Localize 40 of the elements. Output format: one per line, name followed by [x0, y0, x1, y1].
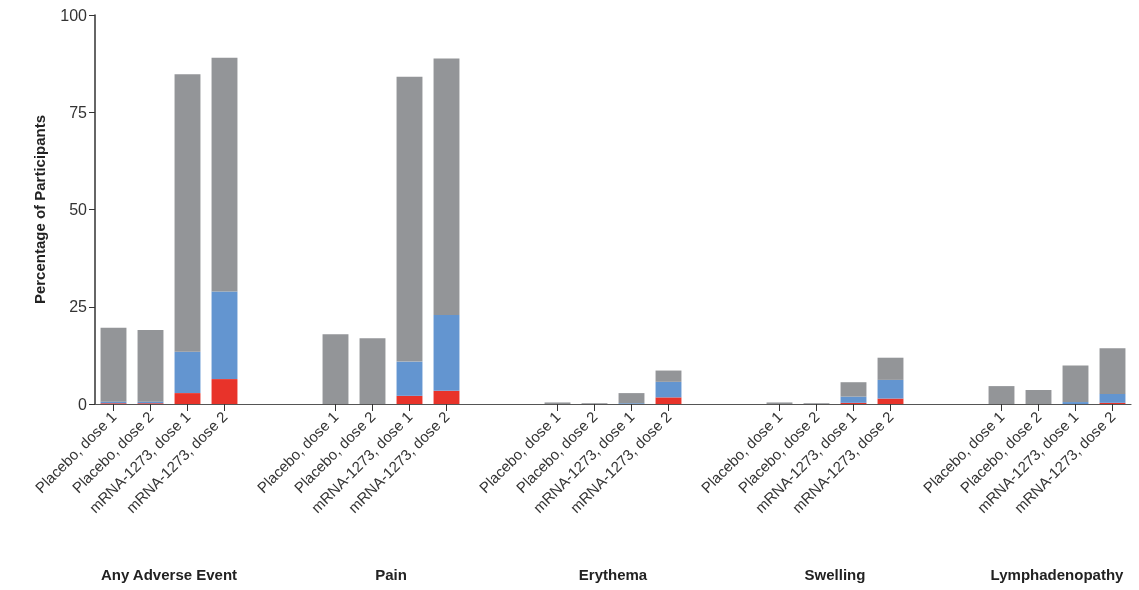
bar: [211, 379, 238, 404]
bar: [396, 395, 423, 404]
bar: [840, 396, 867, 403]
bar: [100, 327, 127, 402]
bar: [322, 334, 349, 404]
bar: [396, 361, 423, 396]
bar: [988, 386, 1015, 404]
bar: [359, 338, 386, 404]
bar: [655, 381, 682, 398]
bar: [211, 291, 238, 380]
bar: [655, 370, 682, 382]
bar: [877, 379, 904, 399]
bar: [618, 393, 645, 404]
text: Swelling: [804, 566, 866, 583]
bar: [211, 57, 238, 292]
text: Pain: [375, 566, 407, 583]
bar: [1099, 393, 1126, 403]
bar: [655, 397, 682, 404]
bar: [433, 58, 460, 315]
y-tick-label: 25: [69, 298, 88, 316]
bar: [433, 314, 460, 391]
bar: [174, 393, 201, 404]
bar: [174, 74, 201, 352]
bar: [174, 351, 201, 394]
bar: [137, 330, 164, 402]
text: Any Adverse Event: [100, 566, 238, 583]
bar: [1099, 348, 1126, 394]
y-tick-label: 50: [69, 201, 88, 218]
text: Erythema: [578, 566, 648, 583]
bar: [840, 382, 867, 397]
bar: [1062, 365, 1089, 403]
y-tick-label: 100: [60, 6, 88, 24]
y-axis-title: Percentage of Participants: [31, 114, 48, 305]
bar: [877, 357, 904, 380]
text: Lymphadenopathy: [990, 566, 1125, 583]
bar: [1025, 390, 1052, 404]
bar: [433, 390, 460, 404]
bar: [396, 76, 423, 362]
y-tick-label: 75: [69, 103, 88, 121]
y-tick-label: 0: [78, 395, 88, 413]
